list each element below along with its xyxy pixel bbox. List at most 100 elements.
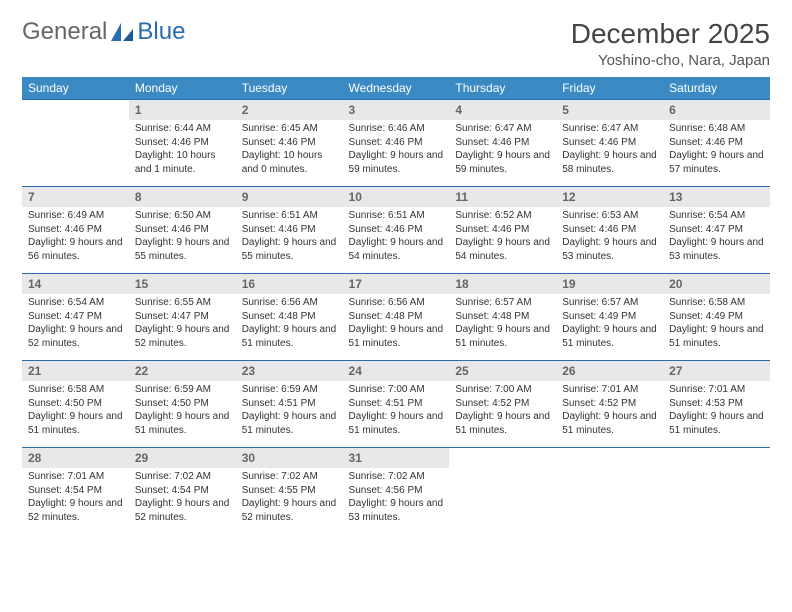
sunset-line: Sunset: 4:48 PM xyxy=(242,310,337,324)
sunset-line: Sunset: 4:46 PM xyxy=(135,223,230,237)
daylight-line: Daylight: 9 hours and 51 minutes. xyxy=(562,323,657,350)
sunset-line: Sunset: 4:46 PM xyxy=(562,136,657,150)
day-number-cell: 9 xyxy=(236,187,343,208)
sunset-line: Sunset: 4:55 PM xyxy=(242,484,337,498)
weekday-header: Saturday xyxy=(663,77,770,100)
logo-text-1: General xyxy=(22,18,107,46)
sunrise-line: Sunrise: 6:54 AM xyxy=(669,209,764,223)
sunrise-line: Sunrise: 7:02 AM xyxy=(242,470,337,484)
day-content-cell: Sunrise: 6:57 AMSunset: 4:49 PMDaylight:… xyxy=(556,294,663,361)
weekday-header: Tuesday xyxy=(236,77,343,100)
day-content-cell: Sunrise: 6:47 AMSunset: 4:46 PMDaylight:… xyxy=(449,120,556,187)
sunset-line: Sunset: 4:46 PM xyxy=(242,136,337,150)
sunset-line: Sunset: 4:54 PM xyxy=(28,484,123,498)
day-number-cell: 8 xyxy=(129,187,236,208)
sunrise-line: Sunrise: 6:54 AM xyxy=(28,296,123,310)
sunset-line: Sunset: 4:46 PM xyxy=(455,223,550,237)
location-subtitle: Yoshino-cho, Nara, Japan xyxy=(571,52,770,69)
sunset-line: Sunset: 4:49 PM xyxy=(562,310,657,324)
day-number-cell: 20 xyxy=(663,274,770,295)
day-content-cell: Sunrise: 6:51 AMSunset: 4:46 PMDaylight:… xyxy=(343,207,450,274)
day-number-cell: 13 xyxy=(663,187,770,208)
day-content-cell: Sunrise: 6:59 AMSunset: 4:51 PMDaylight:… xyxy=(236,381,343,448)
sunrise-line: Sunrise: 6:51 AM xyxy=(242,209,337,223)
sunrise-line: Sunrise: 6:58 AM xyxy=(28,383,123,397)
day-number-cell: 21 xyxy=(22,361,129,382)
daylight-line: Daylight: 9 hours and 53 minutes. xyxy=(669,236,764,263)
daylight-line: Daylight: 10 hours and 1 minute. xyxy=(135,149,230,176)
day-content-cell: Sunrise: 6:50 AMSunset: 4:46 PMDaylight:… xyxy=(129,207,236,274)
day-number-cell: 23 xyxy=(236,361,343,382)
weekday-header: Wednesday xyxy=(343,77,450,100)
sunset-line: Sunset: 4:52 PM xyxy=(562,397,657,411)
sunrise-line: Sunrise: 6:46 AM xyxy=(349,122,444,136)
day-number-cell: 24 xyxy=(343,361,450,382)
day-content-cell: Sunrise: 7:00 AMSunset: 4:52 PMDaylight:… xyxy=(449,381,556,448)
day-number-cell: 1 xyxy=(129,100,236,121)
day-content-cell xyxy=(22,120,129,187)
day-number-cell xyxy=(663,448,770,469)
day-number-cell: 7 xyxy=(22,187,129,208)
day-content-cell: Sunrise: 6:56 AMSunset: 4:48 PMDaylight:… xyxy=(236,294,343,361)
day-content-cell: Sunrise: 6:46 AMSunset: 4:46 PMDaylight:… xyxy=(343,120,450,187)
day-number-cell: 28 xyxy=(22,448,129,469)
day-number-cell: 4 xyxy=(449,100,556,121)
day-content-row: Sunrise: 6:44 AMSunset: 4:46 PMDaylight:… xyxy=(22,120,770,187)
daylight-line: Daylight: 9 hours and 54 minutes. xyxy=(349,236,444,263)
daylight-line: Daylight: 9 hours and 56 minutes. xyxy=(28,236,123,263)
day-content-cell xyxy=(663,468,770,534)
day-content-cell: Sunrise: 6:44 AMSunset: 4:46 PMDaylight:… xyxy=(129,120,236,187)
day-number-cell: 19 xyxy=(556,274,663,295)
day-number-cell: 6 xyxy=(663,100,770,121)
daylight-line: Daylight: 9 hours and 51 minutes. xyxy=(242,323,337,350)
sunrise-line: Sunrise: 7:02 AM xyxy=(135,470,230,484)
day-content-cell: Sunrise: 6:49 AMSunset: 4:46 PMDaylight:… xyxy=(22,207,129,274)
daylight-line: Daylight: 9 hours and 59 minutes. xyxy=(349,149,444,176)
sunset-line: Sunset: 4:53 PM xyxy=(669,397,764,411)
day-number-cell: 27 xyxy=(663,361,770,382)
daylight-line: Daylight: 9 hours and 51 minutes. xyxy=(242,410,337,437)
day-number-cell: 31 xyxy=(343,448,450,469)
sunset-line: Sunset: 4:47 PM xyxy=(669,223,764,237)
daylight-line: Daylight: 9 hours and 57 minutes. xyxy=(669,149,764,176)
day-number-cell: 29 xyxy=(129,448,236,469)
daylight-line: Daylight: 9 hours and 52 minutes. xyxy=(28,497,123,524)
weekday-header: Sunday xyxy=(22,77,129,100)
day-number-cell: 30 xyxy=(236,448,343,469)
sunrise-line: Sunrise: 6:55 AM xyxy=(135,296,230,310)
daylight-line: Daylight: 9 hours and 51 minutes. xyxy=(669,410,764,437)
sunrise-line: Sunrise: 6:59 AM xyxy=(135,383,230,397)
sunrise-line: Sunrise: 6:56 AM xyxy=(242,296,337,310)
day-content-row: Sunrise: 6:49 AMSunset: 4:46 PMDaylight:… xyxy=(22,207,770,274)
day-content-row: Sunrise: 7:01 AMSunset: 4:54 PMDaylight:… xyxy=(22,468,770,534)
day-content-cell: Sunrise: 6:51 AMSunset: 4:46 PMDaylight:… xyxy=(236,207,343,274)
day-number-cell: 26 xyxy=(556,361,663,382)
day-content-cell: Sunrise: 7:01 AMSunset: 4:54 PMDaylight:… xyxy=(22,468,129,534)
sunset-line: Sunset: 4:46 PM xyxy=(135,136,230,150)
day-number-cell: 12 xyxy=(556,187,663,208)
sunrise-line: Sunrise: 6:59 AM xyxy=(242,383,337,397)
day-number-cell: 3 xyxy=(343,100,450,121)
day-content-row: Sunrise: 6:58 AMSunset: 4:50 PMDaylight:… xyxy=(22,381,770,448)
day-number-cell xyxy=(449,448,556,469)
day-number-cell: 11 xyxy=(449,187,556,208)
calendar-table: Sunday Monday Tuesday Wednesday Thursday… xyxy=(22,77,770,534)
day-number-cell: 14 xyxy=(22,274,129,295)
day-content-cell: Sunrise: 7:02 AMSunset: 4:54 PMDaylight:… xyxy=(129,468,236,534)
sunset-line: Sunset: 4:46 PM xyxy=(28,223,123,237)
sunrise-line: Sunrise: 6:52 AM xyxy=(455,209,550,223)
day-number-cell: 10 xyxy=(343,187,450,208)
daylight-line: Daylight: 10 hours and 0 minutes. xyxy=(242,149,337,176)
day-number-cell: 2 xyxy=(236,100,343,121)
daylight-line: Daylight: 9 hours and 51 minutes. xyxy=(669,323,764,350)
sunrise-line: Sunrise: 6:53 AM xyxy=(562,209,657,223)
daylight-line: Daylight: 9 hours and 51 minutes. xyxy=(455,410,550,437)
day-content-cell: Sunrise: 7:00 AMSunset: 4:51 PMDaylight:… xyxy=(343,381,450,448)
day-content-cell: Sunrise: 6:47 AMSunset: 4:46 PMDaylight:… xyxy=(556,120,663,187)
sunrise-line: Sunrise: 6:44 AM xyxy=(135,122,230,136)
sunset-line: Sunset: 4:46 PM xyxy=(562,223,657,237)
daylight-line: Daylight: 9 hours and 52 minutes. xyxy=(135,497,230,524)
day-number-cell: 18 xyxy=(449,274,556,295)
day-content-cell: Sunrise: 6:45 AMSunset: 4:46 PMDaylight:… xyxy=(236,120,343,187)
sunset-line: Sunset: 4:48 PM xyxy=(455,310,550,324)
